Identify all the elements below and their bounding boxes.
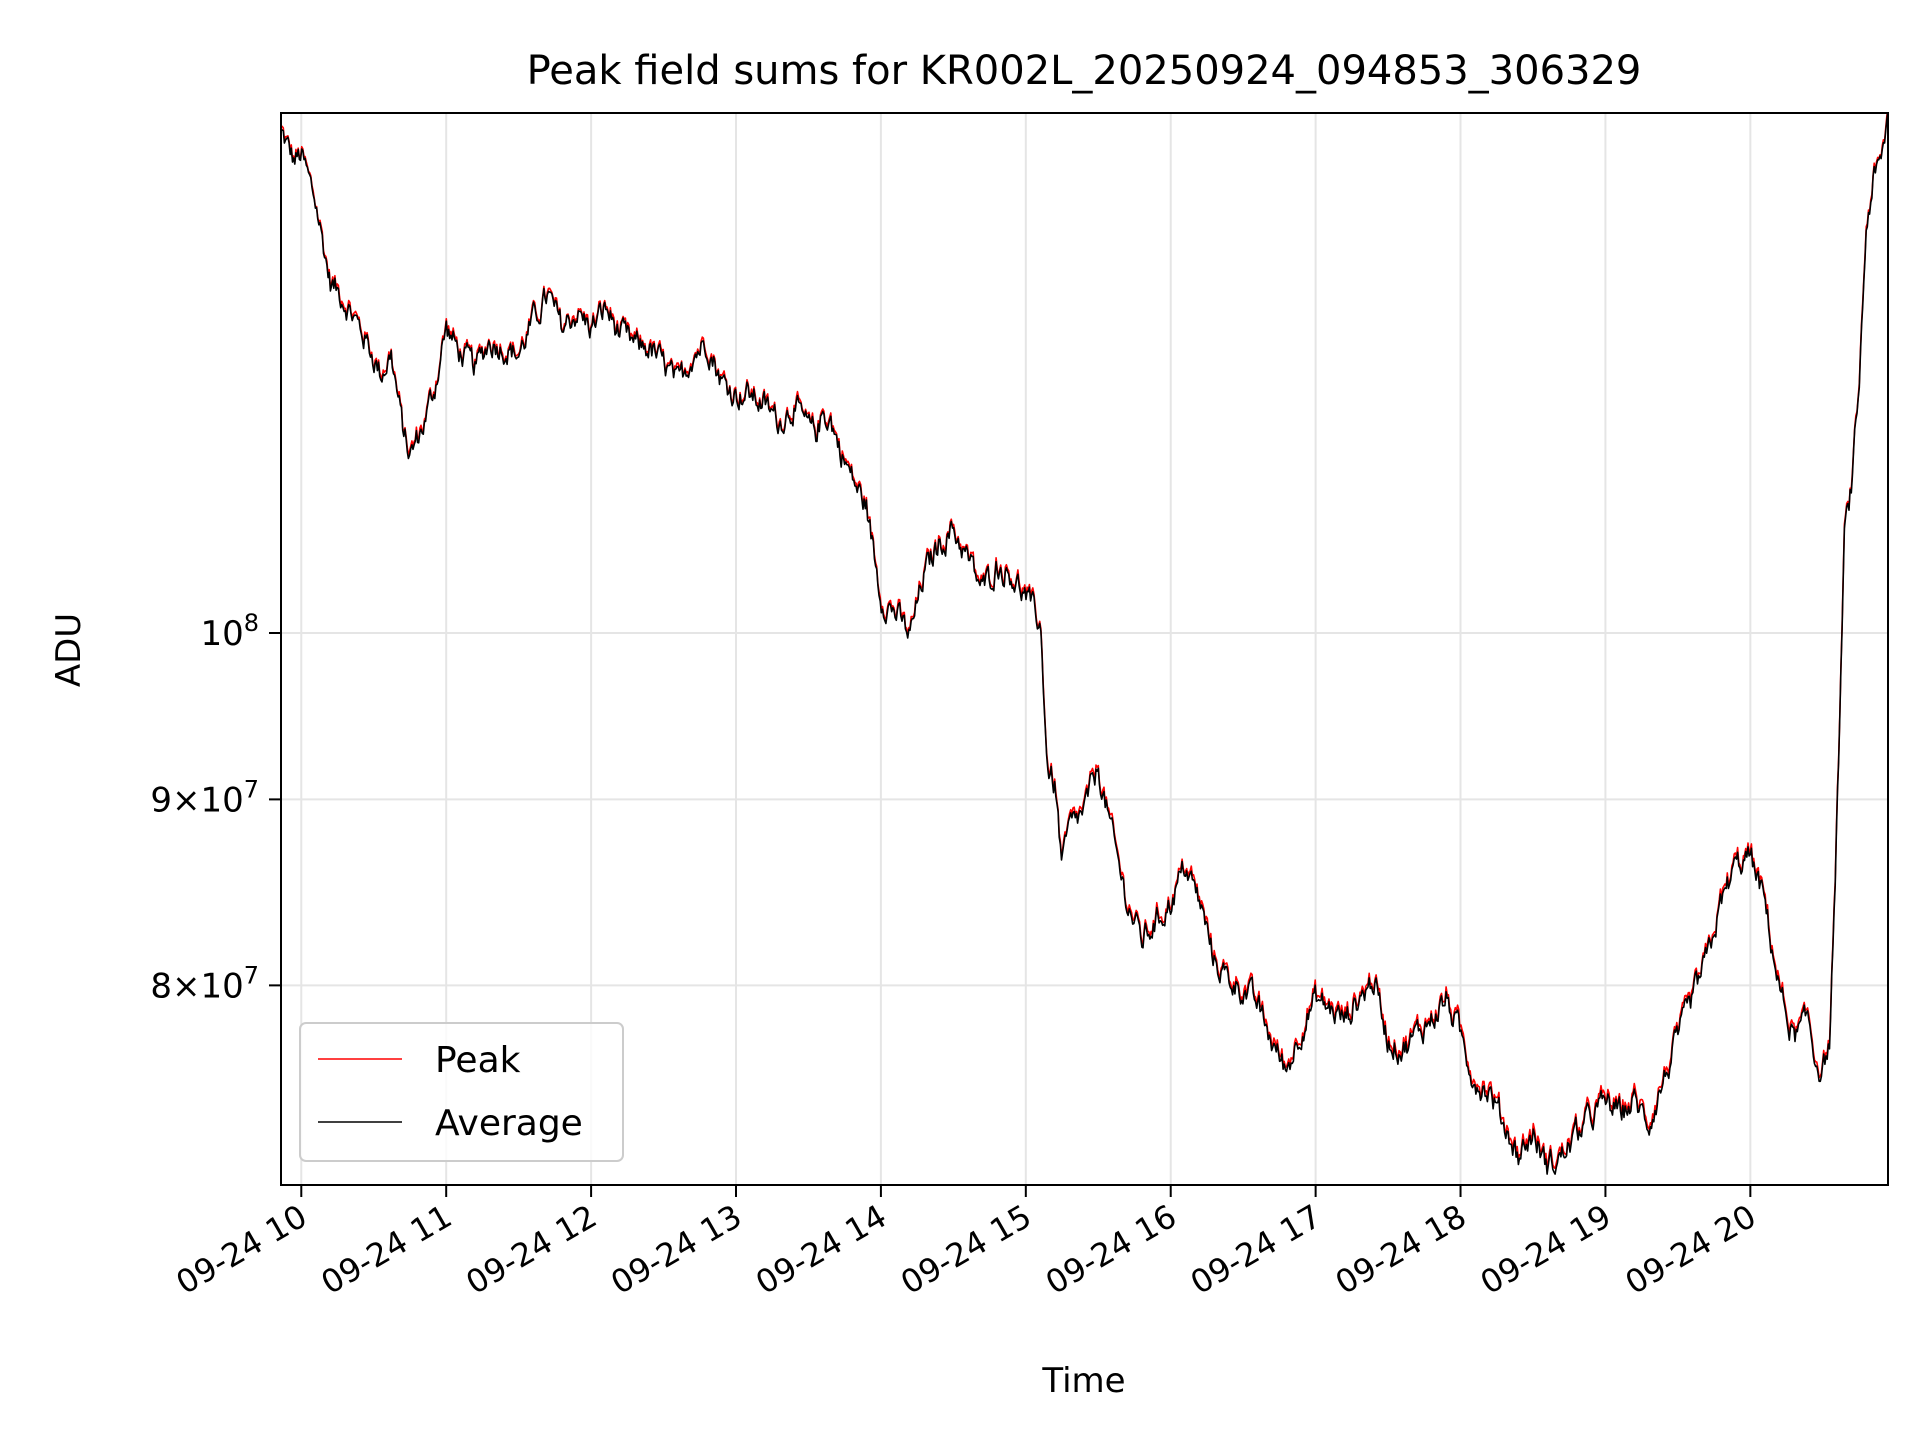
legend: Peak Average (299, 1022, 624, 1162)
plot-area-clip (281, 113, 1888, 1175)
chart-title: Peak field sums for KR002L_20250924_0948… (527, 48, 1642, 94)
grid-layer (281, 113, 1888, 1185)
series-layer (281, 113, 1888, 1175)
legend-label-average: Average (435, 1103, 583, 1144)
y-axis-label: ADU (49, 613, 89, 687)
x-axis-label: Time (1041, 1361, 1125, 1401)
legend-box (299, 1022, 624, 1162)
plot-frame (280, 112, 1889, 1186)
y-tick-label: 9×107 (150, 775, 259, 820)
series-line-average (281, 113, 1888, 1175)
legend-label-peak: Peak (435, 1040, 521, 1081)
y-tick-label: 8×107 (150, 961, 259, 1006)
